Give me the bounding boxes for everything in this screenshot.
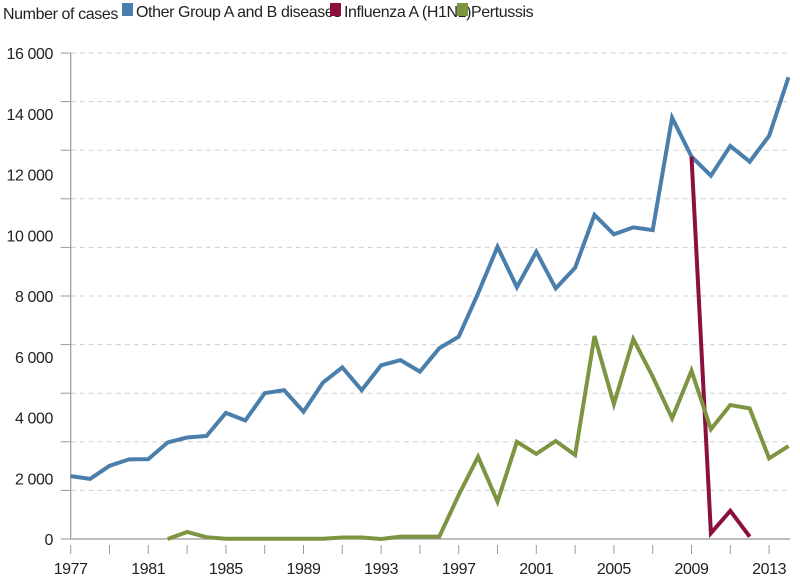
series-lines xyxy=(70,76,791,542)
x-tick-label: 1985 xyxy=(209,561,243,578)
y-tick-label: 0 xyxy=(45,532,54,549)
y-tick-label: 10 000 xyxy=(6,228,53,245)
y-tick-label: 2 000 xyxy=(15,471,54,488)
x-tick-label: 1997 xyxy=(442,561,476,578)
x-tick-label: 2005 xyxy=(597,561,631,578)
axes: 0 2 000 4 000 6 000 8 000 10 000 12 000 14 000 1… xyxy=(6,46,790,578)
legend-label: Other Group A and B diseases xyxy=(136,4,341,21)
x-tick-label: 2009 xyxy=(675,561,709,578)
legend: Other Group A and B diseases Influenza A … xyxy=(122,3,534,21)
y-tick-label: 4 000 xyxy=(15,411,54,428)
x-tick-label: 2013 xyxy=(752,561,786,578)
x-tick-label: 2001 xyxy=(519,561,553,578)
legend-swatch xyxy=(457,3,468,16)
y-tick-label: 14 000 xyxy=(6,107,53,124)
y-tick-label: 8 000 xyxy=(15,289,54,306)
series-line-0 xyxy=(70,76,791,481)
x-tick-label: 1989 xyxy=(287,561,321,578)
x-tick-label: 1981 xyxy=(131,561,165,578)
y-tick-label: 12 000 xyxy=(6,168,53,185)
gridlines xyxy=(70,52,790,491)
legend-label: Influenza A (H1N1) xyxy=(344,4,471,21)
x-tick-label: 1993 xyxy=(364,561,398,578)
series-line-2 xyxy=(167,333,790,542)
legend-swatch xyxy=(122,3,133,16)
y-tick-label: 16 000 xyxy=(6,46,53,63)
series-line-1 xyxy=(689,156,752,539)
legend-swatch xyxy=(330,3,341,16)
y-tick-label: 6 000 xyxy=(15,350,54,367)
legend-label: Pertussis xyxy=(471,4,534,21)
y-axis-label: Number of cases xyxy=(3,6,118,23)
x-tick-label: 1977 xyxy=(54,561,88,578)
